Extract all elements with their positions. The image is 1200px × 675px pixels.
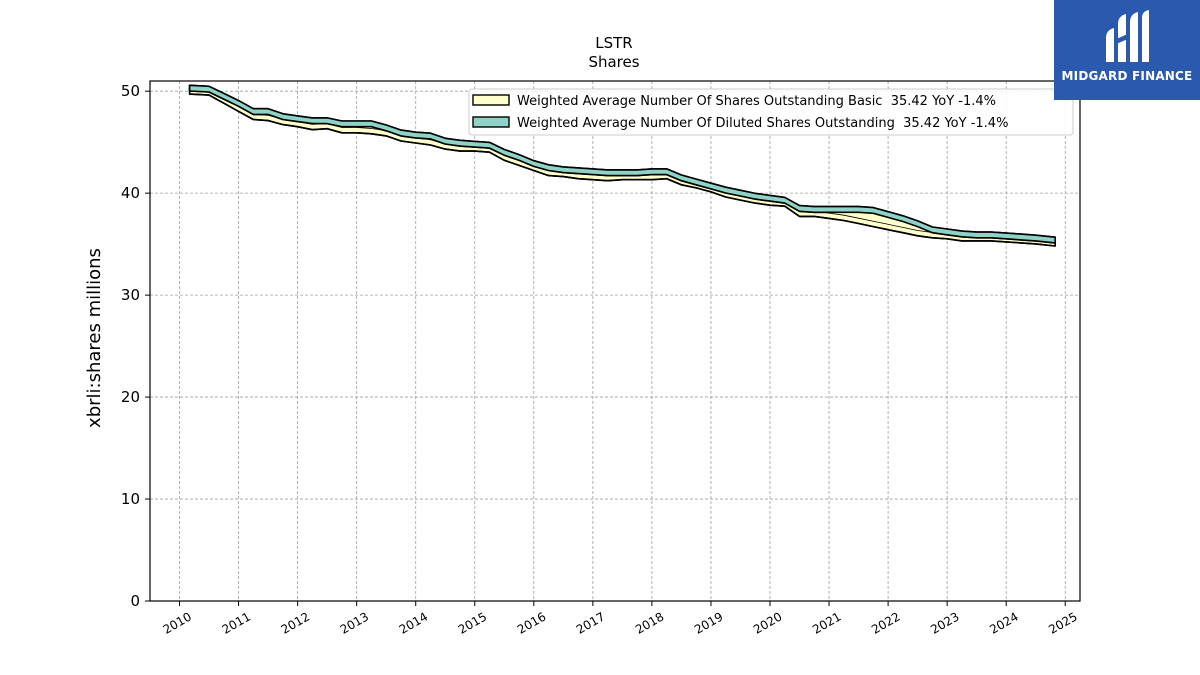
midgard-logo-icon xyxy=(1106,10,1149,62)
y-tick-label: 0 xyxy=(130,592,140,610)
series-areas xyxy=(188,84,1056,247)
legend: Weighted Average Number Of Shares Outsta… xyxy=(468,88,1074,136)
x-tick-label: 2019 xyxy=(692,609,725,636)
chart-title: LSTR xyxy=(595,34,632,52)
x-tick-label: 2021 xyxy=(810,609,843,636)
x-tick-label: 2010 xyxy=(161,609,194,636)
x-tick-label: 2015 xyxy=(456,609,489,636)
brand-name: MIDGARD FINANCE xyxy=(1061,69,1193,83)
y-tick-label: 30 xyxy=(121,286,140,304)
x-tick-label: 2020 xyxy=(751,609,784,636)
legend-label-1: Weighted Average Number Of Shares Outsta… xyxy=(517,94,996,109)
x-tick-label: 2018 xyxy=(633,609,666,636)
y-axis-label: xbrli:shares millions xyxy=(84,248,105,428)
chart-subtitle: Shares xyxy=(588,53,639,71)
series-line-basic xyxy=(189,93,1056,247)
plot-frame xyxy=(149,80,1081,602)
x-tick-label: 2016 xyxy=(515,609,548,636)
x-tick-label: 2011 xyxy=(220,609,253,636)
x-tick-label: 2014 xyxy=(397,609,430,636)
legend-swatch-1 xyxy=(472,94,510,106)
y-tick-label: 50 xyxy=(121,82,140,100)
legend-box xyxy=(468,88,1074,136)
x-tick-label: 2022 xyxy=(869,609,902,636)
x-tick-label: 2013 xyxy=(338,609,371,636)
legend-label-2: Weighted Average Number Of Diluted Share… xyxy=(517,116,1008,131)
y-tick-label: 10 xyxy=(121,490,140,508)
y-tick-label: 40 xyxy=(121,184,140,202)
brand-logo: MIDGARD FINANCE xyxy=(1054,0,1200,100)
x-tick-label: 2024 xyxy=(987,609,1020,636)
x-tick-label: 2012 xyxy=(279,609,312,636)
x-tick-label: 2025 xyxy=(1046,609,1079,636)
grid xyxy=(150,81,1080,602)
x-tick-label: 2017 xyxy=(574,609,607,636)
y-tick-label: 20 xyxy=(121,388,140,406)
legend-swatch-2 xyxy=(472,116,510,128)
axes: 0 10 20 30 40 50 2010 2011 2012 2013 2014 2015 2016 2… xyxy=(121,80,1081,637)
x-tick-label: 2023 xyxy=(928,609,961,636)
series-band-2-top xyxy=(188,84,1056,244)
